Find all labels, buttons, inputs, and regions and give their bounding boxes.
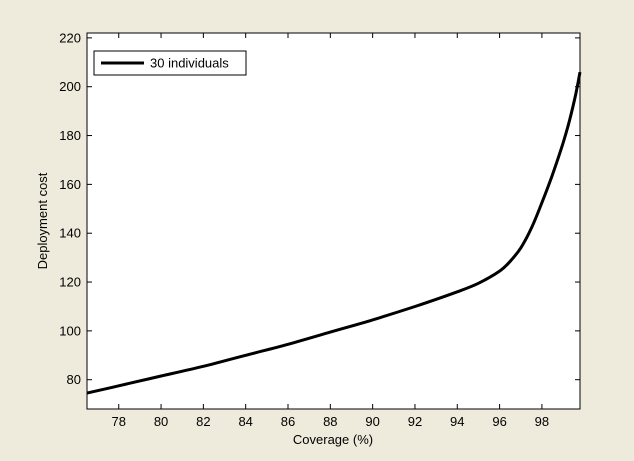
- y-axis-ticks: 80 100 120 140 160 180 200 220: [59, 30, 580, 387]
- x-tick-label: 78: [112, 414, 126, 429]
- y-tick-label: 120: [59, 275, 81, 290]
- y-tick-label: 160: [59, 177, 81, 192]
- y-axis-label: Deployment cost: [35, 172, 50, 269]
- y-tick-label: 220: [59, 30, 81, 45]
- x-axis-label: Coverage (%): [293, 432, 373, 447]
- x-tick-label: 94: [450, 414, 464, 429]
- y-tick-label: 100: [59, 323, 81, 338]
- x-tick-label: 86: [281, 414, 295, 429]
- y-tick-label: 80: [67, 372, 81, 387]
- x-tick-label: 88: [323, 414, 337, 429]
- y-tick-label: 140: [59, 226, 81, 241]
- x-tick-label: 84: [238, 414, 252, 429]
- series-layer: [86, 71, 582, 395]
- legend-label: 30 individuals: [150, 56, 229, 71]
- x-tick-label: 80: [154, 414, 168, 429]
- x-tick-label: 96: [492, 414, 506, 429]
- x-tick-label: 92: [408, 414, 422, 429]
- x-tick-label: 98: [535, 414, 549, 429]
- plot-area: [86, 32, 581, 410]
- y-tick-label: 180: [59, 128, 81, 143]
- y-tick-label: 200: [59, 79, 81, 94]
- legend: 30 individuals: [93, 50, 247, 76]
- x-tick-label: 90: [365, 414, 379, 429]
- x-axis-ticks: 78 80 82 84 86 88 90 92 94 96 98: [112, 33, 549, 429]
- x-tick-label: 82: [196, 414, 210, 429]
- series-line: [86, 71, 582, 395]
